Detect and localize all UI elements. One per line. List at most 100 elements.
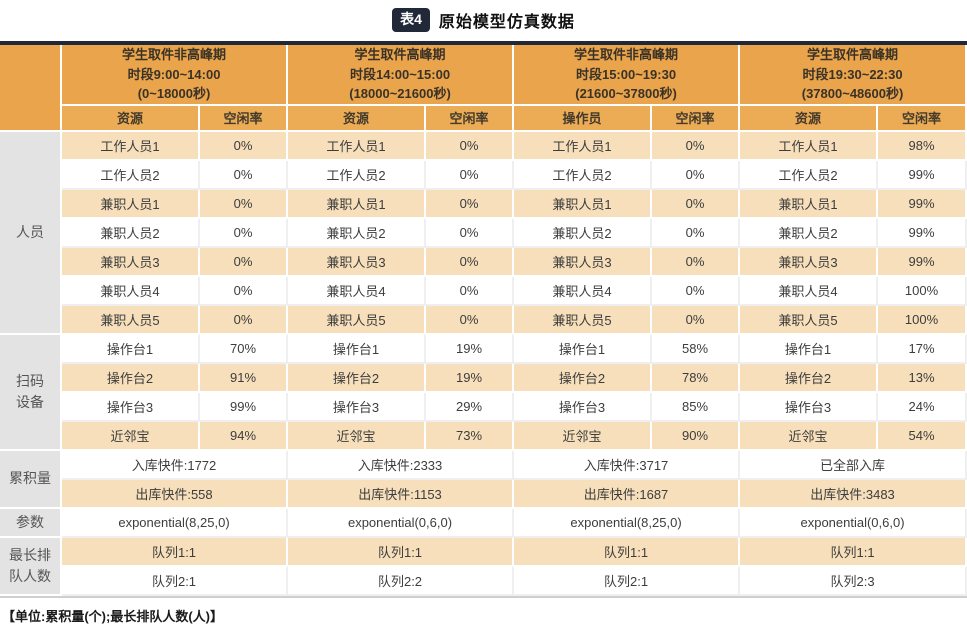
resource-cell: 兼职人员2: [62, 218, 200, 248]
idle-rate-cell: 0%: [652, 160, 741, 190]
sub-header-idle-rate: 空闲率: [878, 105, 967, 132]
units-note: 【单位:累积量(个);最长排队人数(人)】: [2, 608, 223, 624]
column-group-header: 学生取件非高峰期 时段9:00~14:00 (0~18000秒): [62, 45, 289, 106]
table-row: 兼职人员1 0% 兼职人员1 0% 兼职人员1 0% 兼职人员1 99%: [0, 189, 967, 219]
table-row: 兼职人员2 0% 兼职人员2 0% 兼职人员2 0% 兼职人员2 99%: [0, 218, 967, 248]
idle-rate-cell: 0%: [652, 131, 741, 161]
resource-cell: 操作台1: [62, 334, 200, 364]
value-cell: 入库快件:3717: [514, 450, 741, 480]
resource-cell: 操作台2: [288, 363, 427, 393]
value-cell: 队列1:1: [740, 537, 967, 567]
idle-rate-cell: 99%: [878, 160, 967, 190]
value-cell: exponential(0,6,0): [740, 508, 967, 538]
idle-rate-cell: 0%: [652, 189, 741, 219]
header-line: (37800~48600秒): [801, 86, 904, 101]
table-row: 最长排 队人数 队列1:1 队列1:1 队列1:1 队列1:1: [0, 537, 967, 596]
idle-rate-cell: 58%: [652, 334, 741, 364]
idle-rate-cell: 0%: [426, 218, 515, 248]
idle-rate-cell: 19%: [426, 363, 515, 393]
idle-rate-cell: 0%: [426, 160, 515, 190]
resource-cell: 操作台2: [514, 363, 653, 393]
idle-rate-cell: 0%: [426, 131, 515, 161]
idle-rate-cell: 94%: [200, 421, 289, 451]
sub-header-resource: 资源: [288, 105, 427, 132]
resource-cell: 兼职人员2: [740, 218, 879, 248]
resource-cell: 兼职人员3: [288, 247, 427, 277]
idle-rate-cell: 0%: [200, 131, 289, 161]
idle-rate-cell: 0%: [200, 160, 289, 190]
value-cell: 队列2:2: [288, 566, 515, 596]
resource-cell: 工作人员1: [740, 131, 879, 161]
table-row: 队列2:1 队列2:2 队列2:1 队列2:3: [0, 566, 967, 596]
idle-rate-cell: 0%: [200, 189, 289, 219]
value-cell: 出库快件:558: [62, 479, 289, 509]
table-row: 人员 工作人员1 0% 工作人员1 0% 工作人员1 0% 工作人员1 98%: [0, 131, 967, 335]
idle-rate-cell: 70%: [200, 334, 289, 364]
resource-cell: 操作台3: [740, 392, 879, 422]
idle-rate-cell: 85%: [652, 392, 741, 422]
table-row: 参数 exponential(8,25,0) exponential(0,6,0) e…: [0, 508, 967, 538]
idle-rate-cell: 91%: [200, 363, 289, 393]
sub-header-resource: 操作员: [514, 105, 653, 132]
resource-cell: 近邻宝: [288, 421, 427, 451]
table-row: 近邻宝 94% 近邻宝 73% 近邻宝 90% 近邻宝 54%: [0, 421, 967, 451]
resource-cell: 兼职人员5: [288, 305, 427, 335]
idle-rate-cell: 0%: [426, 305, 515, 335]
idle-rate-cell: 0%: [652, 218, 741, 248]
value-cell: exponential(8,25,0): [514, 508, 741, 538]
idle-rate-cell: 0%: [200, 305, 289, 335]
table-row: 累积量 入库快件:1772 入库快件:2333 入库快件:3717 已全部入库: [0, 450, 967, 509]
value-cell: 入库快件:1772: [62, 450, 289, 480]
value-cell: 出库快件:3483: [740, 479, 967, 509]
simulation-data-table: 学生取件非高峰期 时段9:00~14:00 (0~18000秒) 学生取件高峰期…: [0, 41, 967, 598]
resource-cell: 操作台3: [514, 392, 653, 422]
value-cell: exponential(0,6,0): [288, 508, 515, 538]
idle-rate-cell: 0%: [200, 247, 289, 277]
value-cell: 出库快件:1153: [288, 479, 515, 509]
resource-cell: 兼职人员2: [514, 218, 653, 248]
idle-rate-cell: 0%: [426, 247, 515, 277]
table-row: 操作台3 99% 操作台3 29% 操作台3 85% 操作台3 24%: [0, 392, 967, 422]
table-row: 兼职人员3 0% 兼职人员3 0% 兼职人员3 0% 兼职人员3 99%: [0, 247, 967, 277]
idle-rate-cell: 0%: [200, 276, 289, 306]
value-cell: 队列1:1: [288, 537, 515, 567]
idle-rate-cell: 0%: [652, 305, 741, 335]
header-line: (0~18000秒): [137, 86, 211, 101]
header-line: (21600~37800秒): [575, 86, 677, 101]
idle-rate-cell: 0%: [200, 218, 289, 248]
table-caption: 表4 原始模型仿真数据: [0, 0, 967, 41]
resource-cell: 近邻宝: [740, 421, 879, 451]
resource-cell: 兼职人员5: [740, 305, 879, 335]
idle-rate-cell: 90%: [652, 421, 741, 451]
header-line: 学生取件非高峰期: [122, 47, 227, 62]
value-cell: 队列2:1: [514, 566, 741, 596]
header-line: 学生取件非高峰期: [574, 47, 679, 62]
resource-cell: 兼职人员5: [62, 305, 200, 335]
resource-cell: 兼职人员3: [514, 247, 653, 277]
header-line: 时段19:30~22:30: [802, 66, 903, 82]
value-cell: 已全部入库: [740, 450, 967, 480]
header-line: 时段9:00~14:00: [127, 66, 221, 82]
resource-cell: 操作台1: [740, 334, 879, 364]
resource-cell: 近邻宝: [62, 421, 200, 451]
idle-rate-cell: 99%: [878, 247, 967, 277]
row-group-label: 扫码 设备: [0, 334, 62, 451]
row-group-label: 参数: [0, 508, 62, 538]
idle-rate-cell: 0%: [426, 189, 515, 219]
table-number-badge: 表4: [392, 8, 430, 32]
resource-cell: 兼职人员1: [514, 189, 653, 219]
header-line: 学生取件高峰期: [354, 47, 446, 62]
resource-cell: 工作人员2: [288, 160, 427, 190]
header-line: 学生取件高峰期: [807, 47, 899, 62]
value-cell: 出库快件:1687: [514, 479, 741, 509]
table-row: 兼职人员4 0% 兼职人员4 0% 兼职人员4 0% 兼职人员4 100%: [0, 276, 967, 306]
corner-cell: [0, 45, 62, 132]
resource-cell: 兼职人员4: [62, 276, 200, 306]
table-title-text: 原始模型仿真数据: [438, 14, 575, 31]
sub-header-resource: 资源: [740, 105, 879, 132]
resource-cell: 工作人员2: [740, 160, 879, 190]
table-row: 扫码 设备 操作台1 70% 操作台1 19% 操作台1 58% 操作台1 17%: [0, 334, 967, 451]
table-row: 兼职人员5 0% 兼职人员5 0% 兼职人员5 0% 兼职人员5 100%: [0, 305, 967, 335]
resource-cell: 操作台1: [288, 334, 427, 364]
